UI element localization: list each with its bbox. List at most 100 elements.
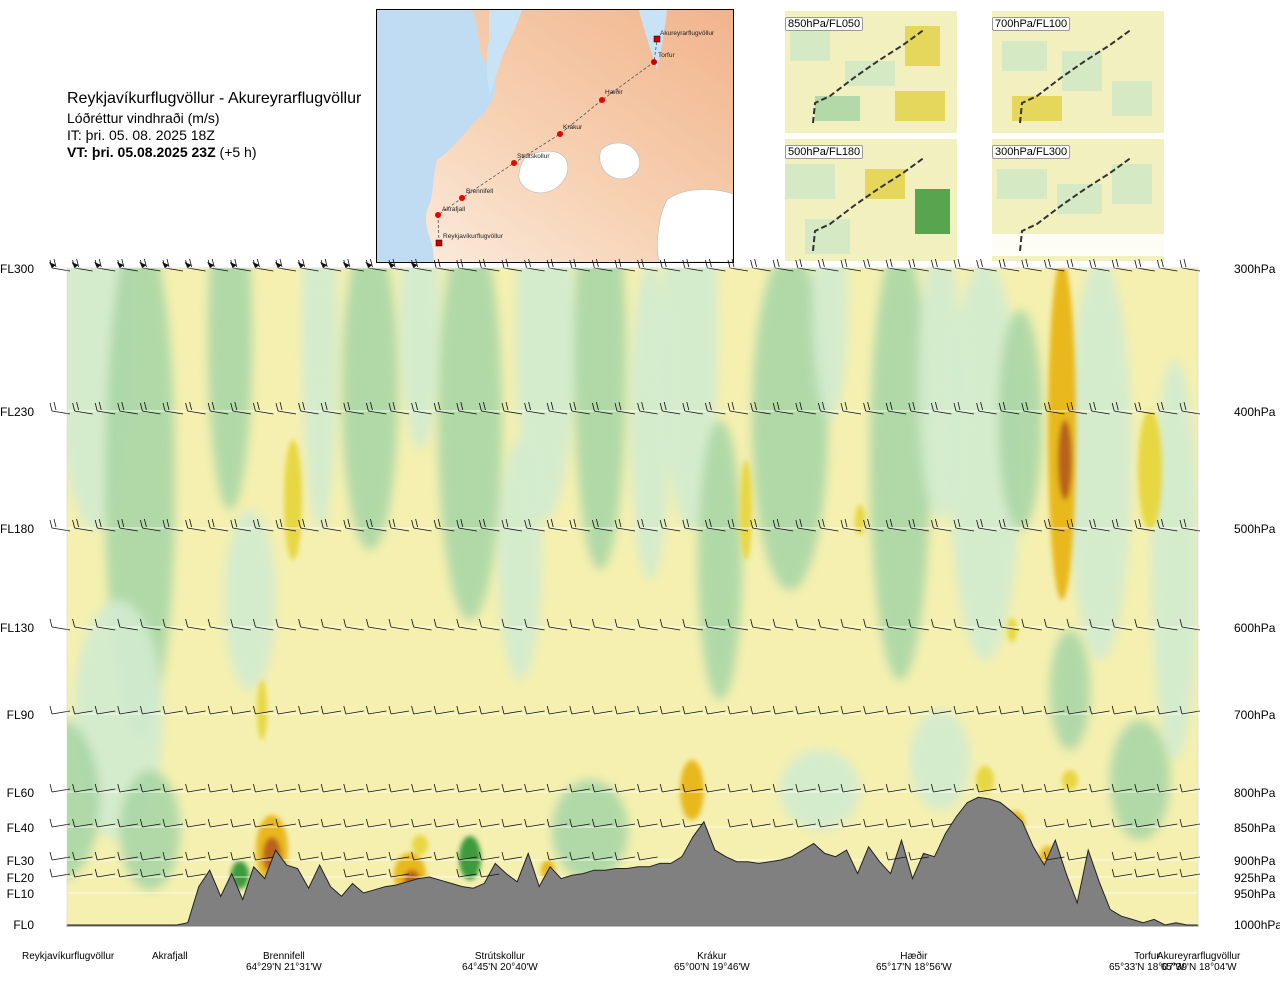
wind-barb-shaft <box>1068 527 1088 532</box>
wind-barb-shaft <box>1001 267 1020 272</box>
wind-barb-feather <box>483 518 486 528</box>
wind-barb-feather <box>230 705 234 715</box>
wind-barb-shaft <box>775 823 794 828</box>
station-label: Krákur 65°00'N 19°46'W <box>674 951 750 973</box>
wind-barb-shaft <box>978 710 997 715</box>
wind-barb-shaft <box>1091 527 1110 532</box>
wind-barb-shaft <box>413 710 432 715</box>
wind-barb-shaft <box>752 788 771 793</box>
wind-barb-shaft <box>616 856 636 861</box>
wind-barb-feather <box>189 518 192 528</box>
wind-barb-feather <box>818 783 821 793</box>
wind-barb-shaft <box>820 410 839 415</box>
map-label: Torfur <box>658 52 675 59</box>
wind-barb-feather <box>867 518 870 528</box>
wind-barb-shaft <box>639 410 658 415</box>
wind-barb-feather <box>1021 618 1025 628</box>
station-label: Strútskollur 64°45'N 20°40'W <box>462 951 538 973</box>
hpa-label: 925hPa <box>1234 871 1276 885</box>
wind-barb-shaft <box>1046 267 1065 272</box>
wind-barb-feather <box>437 258 441 268</box>
wind-barb-shaft <box>662 410 681 415</box>
wind-barb-shaft <box>1159 873 1178 878</box>
wind-barb-feather <box>1157 402 1160 412</box>
wind-barb-feather <box>121 518 125 528</box>
wind-barb-feather <box>908 618 912 628</box>
wind-barb-feather <box>799 258 803 268</box>
wind-barb-shaft <box>707 788 726 793</box>
wind-barb-shaft <box>684 267 703 272</box>
wind-barb-feather <box>772 519 776 529</box>
wind-barb-feather <box>818 519 821 529</box>
wind-barb-shaft <box>955 788 975 793</box>
station-coord: 64°29'N 21°31'W <box>246 962 322 973</box>
wind-barb-shaft <box>526 710 545 715</box>
wind-barb-shaft <box>436 788 455 793</box>
field-blob <box>1151 360 1198 760</box>
wind-barb-shaft <box>888 823 907 828</box>
wind-barb-shaft <box>775 267 794 272</box>
station-name: Brennifell <box>263 951 305 962</box>
wind-barb-shaft <box>1001 527 1020 532</box>
wind-barb-feather <box>731 401 735 411</box>
parameter-label: Lóðréttur vindhraði (m/s) <box>67 110 220 126</box>
wind-barb-shaft <box>571 410 590 415</box>
fl-label: FL20 <box>6 871 34 885</box>
waypoint-marker <box>599 97 605 103</box>
wind-barb-shaft <box>345 788 364 793</box>
wind-barb-feather <box>863 783 866 793</box>
wind-barb-shaft <box>1046 856 1065 861</box>
wind-barb-shaft <box>594 410 613 415</box>
wind-barb-feather <box>320 851 324 861</box>
wind-barb-feather <box>889 258 893 268</box>
wind-barb-feather <box>366 519 369 529</box>
wind-barb-feather <box>207 519 211 529</box>
wind-barb-feather <box>433 705 437 715</box>
wind-barb-shaft <box>368 527 387 532</box>
wind-barb-feather <box>1066 818 1070 828</box>
wind-barb-feather <box>569 705 573 715</box>
wind-barb-shaft <box>1068 710 1088 715</box>
station-coord: 65°17'N 18°56'W <box>876 962 952 973</box>
wind-barb-shaft <box>1023 788 1042 793</box>
wind-barb-pennant <box>275 262 282 268</box>
wind-barb-feather <box>388 851 392 861</box>
wind-barb-shaft <box>1068 410 1088 415</box>
wind-barb-feather <box>1134 818 1138 828</box>
wind-barb-feather <box>320 705 324 715</box>
wind-barb-shaft <box>1181 873 1201 878</box>
wind-barb-shaft <box>368 626 387 631</box>
wind-barb-shaft <box>232 626 251 631</box>
wind-barb-feather <box>1161 401 1164 411</box>
wind-barb-feather <box>641 401 644 411</box>
wind-barb-feather <box>976 519 979 529</box>
wind-barb-feather <box>162 618 166 628</box>
wind-barb-feather <box>162 818 166 828</box>
wind-barb-shaft <box>97 710 116 715</box>
wind-barb-feather <box>867 258 870 268</box>
wind-barb-feather <box>320 618 324 628</box>
wind-barb-feather <box>998 259 1002 269</box>
wind-barb-feather <box>1025 518 1029 528</box>
field-blob <box>302 268 338 530</box>
wind-barb-feather <box>1021 783 1025 793</box>
wind-barb-shaft <box>323 267 342 272</box>
wind-barb-shaft <box>323 527 342 532</box>
wind-barb-feather <box>388 783 392 793</box>
wind-barb-feather <box>185 818 188 828</box>
wind-barb-feather <box>953 783 957 793</box>
wind-barb-shaft <box>729 527 749 532</box>
wind-barb-feather <box>185 402 188 412</box>
wind-barb-shaft <box>729 626 749 631</box>
wind-barb-feather <box>1157 868 1160 878</box>
wind-barb-shaft <box>888 856 907 861</box>
wind-barb-feather <box>479 259 482 269</box>
wind-barb-shaft <box>164 410 184 415</box>
wind-barb-feather <box>1066 851 1070 861</box>
waypoint-marker <box>557 131 563 137</box>
wind-barb-shaft <box>1159 710 1178 715</box>
wind-barb-pennant <box>297 262 305 268</box>
wind-barb-shaft <box>888 626 907 631</box>
wind-barb-shaft <box>571 527 590 532</box>
